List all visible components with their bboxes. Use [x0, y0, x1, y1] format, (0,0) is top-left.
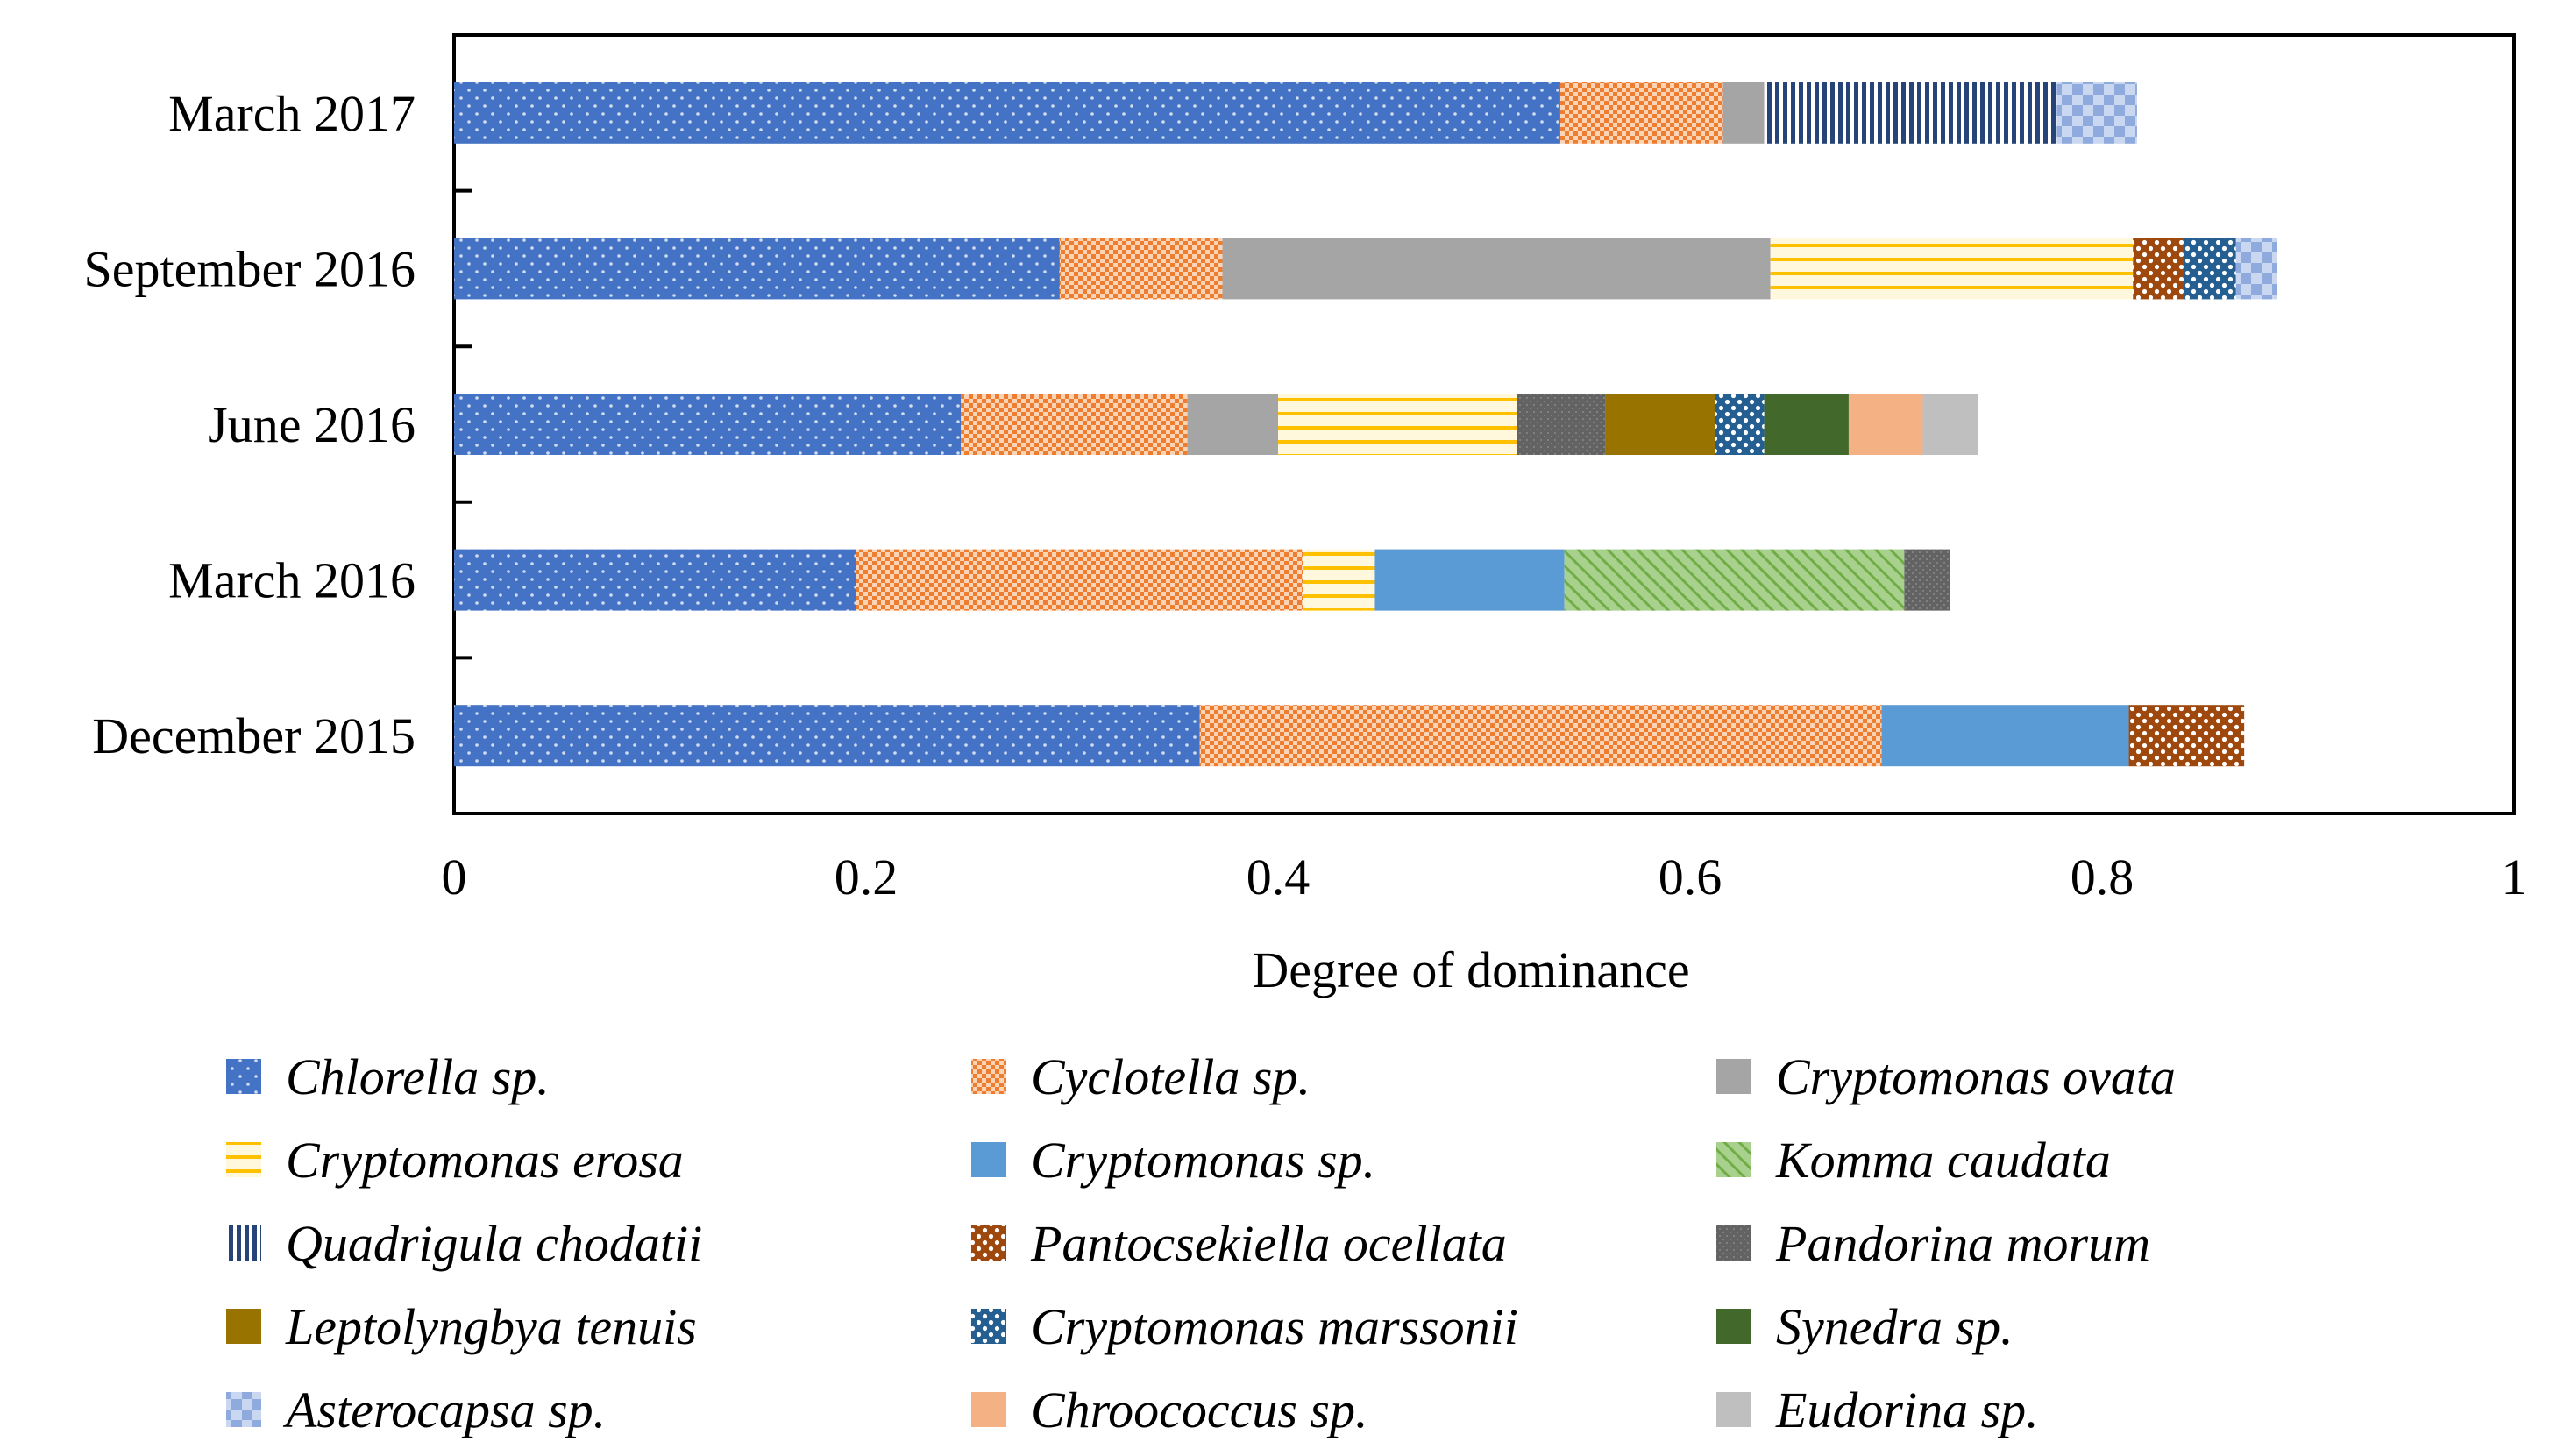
- legend-label: Chlorella sp.: [286, 1048, 550, 1105]
- legend-item-cyclotella-sp: Cyclotella sp.: [971, 1048, 1311, 1105]
- legend-swatch: [1716, 1309, 1751, 1344]
- bar-march-2016-chlorella-sp: [454, 549, 856, 611]
- legend-item-chlorella-sp: Chlorella sp.: [226, 1048, 550, 1105]
- legend-swatch: [226, 1309, 261, 1344]
- bars-group: [454, 82, 2277, 767]
- bar-december-2015-cyclotella-sp: [1199, 705, 1882, 767]
- bar-march-2017-chlorella-sp: [454, 82, 1560, 144]
- bar-june-2016-synedra-sp: [1764, 394, 1849, 455]
- bar-march-2017-quadrigula-chodatii: [1764, 82, 2057, 144]
- y-ticks-group: [454, 188, 472, 660]
- legend-swatch: [226, 1392, 261, 1427]
- legend-label: Cryptomonas sp.: [1031, 1132, 1375, 1189]
- legend-label: Eudorina sp.: [1775, 1381, 2039, 1438]
- legend-swatch: [971, 1309, 1006, 1344]
- bar-june-2016-cryptomonas-marssonii: [1715, 394, 1765, 455]
- legend-label: Cryptomonas ovata: [1776, 1048, 2176, 1105]
- legend-label: Pantocsekiella ocellata: [1030, 1215, 1507, 1272]
- legend-swatch: [1716, 1392, 1751, 1427]
- legend-item-cryptomonas-erosa: Cryptomonas erosa: [226, 1132, 684, 1189]
- bar-june-2016-leptolyngbya-tenuis: [1605, 394, 1715, 455]
- legend-swatch: [1716, 1059, 1751, 1094]
- legend-swatch: [226, 1142, 261, 1177]
- legend-item-asterocapsa-sp: Asterocapsa sp.: [226, 1381, 606, 1438]
- legend-swatch: [971, 1225, 1006, 1261]
- x-tick-label: 0.2: [835, 849, 899, 906]
- bar-september-2016-asterocapsa-sp: [2235, 238, 2277, 300]
- bar-september-2016-cryptomonas-erosa: [1770, 238, 2134, 300]
- bar-june-2016-cyclotella-sp: [961, 394, 1188, 455]
- bar-september-2016-cryptomonas-ovata: [1222, 238, 1771, 300]
- x-tick-label: 0.6: [1659, 849, 1722, 906]
- legend-item-eudorina-sp: Eudorina sp.: [1716, 1381, 2039, 1438]
- legend-item-chroococcus-sp: Chroococcus sp.: [971, 1381, 1367, 1438]
- bar-september-2016-cryptomonas-marssonii: [2184, 238, 2236, 300]
- category-label: June 2016: [208, 396, 416, 453]
- bar-september-2016-pantocsekiella-ocellata: [2133, 238, 2184, 300]
- bar-june-2016-eudorina-sp: [1922, 394, 1978, 455]
- bar-march-2017-cryptomonas-ovata: [1722, 82, 1765, 144]
- legend-item-cryptomonas-marssonii: Cryptomonas marssonii: [971, 1298, 1518, 1355]
- category-labels: March 2017 September 2016 June 2016 March 2…: [83, 85, 416, 764]
- bar-september-2016-cyclotella-sp: [1059, 238, 1223, 300]
- legend-label: Cyclotella sp.: [1031, 1048, 1311, 1105]
- bar-march-2016-komma-caudata: [1564, 549, 1905, 611]
- legend-label: Komma caudata: [1775, 1132, 2111, 1189]
- bar-december-2015-chlorella-sp: [454, 705, 1200, 767]
- legend-item-pantocsekiella-ocellata: Pantocsekiella ocellata: [971, 1215, 1507, 1272]
- x-tick-label: 0.8: [2071, 849, 2134, 906]
- category-label: December 2015: [92, 707, 416, 764]
- legend-label: Chroococcus sp.: [1031, 1381, 1367, 1438]
- bar-march-2017-cyclotella-sp: [1559, 82, 1723, 144]
- legend-label: Asterocapsa sp.: [282, 1381, 606, 1438]
- bar-march-2016-cryptomonas-sp: [1374, 549, 1565, 611]
- legend-item-quadrigula-chodatii: Quadrigula chodatii: [226, 1215, 702, 1272]
- bar-march-2016-pandorina-morum: [1904, 549, 1950, 611]
- bar-june-2016-cryptomonas-ovata: [1187, 394, 1278, 455]
- legend-label: Synedra sp.: [1776, 1298, 2014, 1355]
- bar-december-2015-cryptomonas-sp: [1881, 705, 2129, 767]
- bar-june-2016-cryptomonas-erosa: [1278, 394, 1517, 455]
- legend-item-cryptomonas-ovata: Cryptomonas ovata: [1716, 1048, 2176, 1105]
- legend-item-leptolyngbya-tenuis: Leptolyngbya tenuis: [226, 1298, 697, 1355]
- legend-swatch: [1716, 1225, 1751, 1261]
- x-tick-label: 0: [442, 849, 467, 906]
- legend-swatch: [226, 1059, 261, 1094]
- x-tick-labels: 0 0.2 0.4 0.6 0.8 1: [442, 849, 2527, 906]
- bar-june-2016-pandorina-morum: [1517, 394, 1606, 455]
- legend: Chlorella sp. Cyclotella sp. Cryptomonas o…: [226, 1048, 2176, 1438]
- bar-september-2016-chlorella-sp: [454, 238, 1060, 300]
- legend-swatch: [971, 1142, 1006, 1177]
- bar-march-2016-cryptomonas-erosa: [1303, 549, 1375, 611]
- category-label: March 2016: [168, 552, 416, 609]
- legend-label: Leptolyngbya tenuis: [285, 1298, 697, 1355]
- bar-june-2016-chlorella-sp: [454, 394, 962, 455]
- legend-label: Cryptomonas erosa: [286, 1132, 684, 1189]
- legend-item-komma-caudata: Komma caudata: [1716, 1132, 2111, 1189]
- legend-label: Pandorina morum: [1775, 1215, 2150, 1272]
- legend-label: Cryptomonas marssonii: [1031, 1298, 1518, 1355]
- plot-area: [452, 33, 2516, 815]
- x-axis-title: Degree of dominance: [1252, 941, 1689, 998]
- x-tick-label: 1: [2502, 849, 2527, 906]
- category-label: September 2016: [83, 240, 416, 297]
- bar-june-2016-chroococcus-sp: [1848, 394, 1923, 455]
- legend-swatch: [971, 1059, 1006, 1094]
- bar-march-2017-asterocapsa-sp: [2056, 82, 2137, 144]
- legend-swatch: [226, 1225, 261, 1261]
- legend-swatch: [1716, 1142, 1751, 1177]
- bar-march-2016-cyclotella-sp: [856, 549, 1303, 611]
- bar-december-2015-pantocsekiella-ocellata: [2128, 705, 2245, 767]
- legend-item-cryptomonas-sp: Cryptomonas sp.: [971, 1132, 1375, 1189]
- legend-item-pandorina-morum: Pandorina morum: [1716, 1215, 2150, 1272]
- category-label: March 2017: [168, 85, 416, 142]
- legend-swatch: [971, 1392, 1006, 1427]
- x-tick-label: 0.4: [1247, 849, 1311, 906]
- legend-label: Quadrigula chodatii: [286, 1215, 702, 1272]
- legend-item-synedra-sp: Synedra sp.: [1716, 1298, 2014, 1355]
